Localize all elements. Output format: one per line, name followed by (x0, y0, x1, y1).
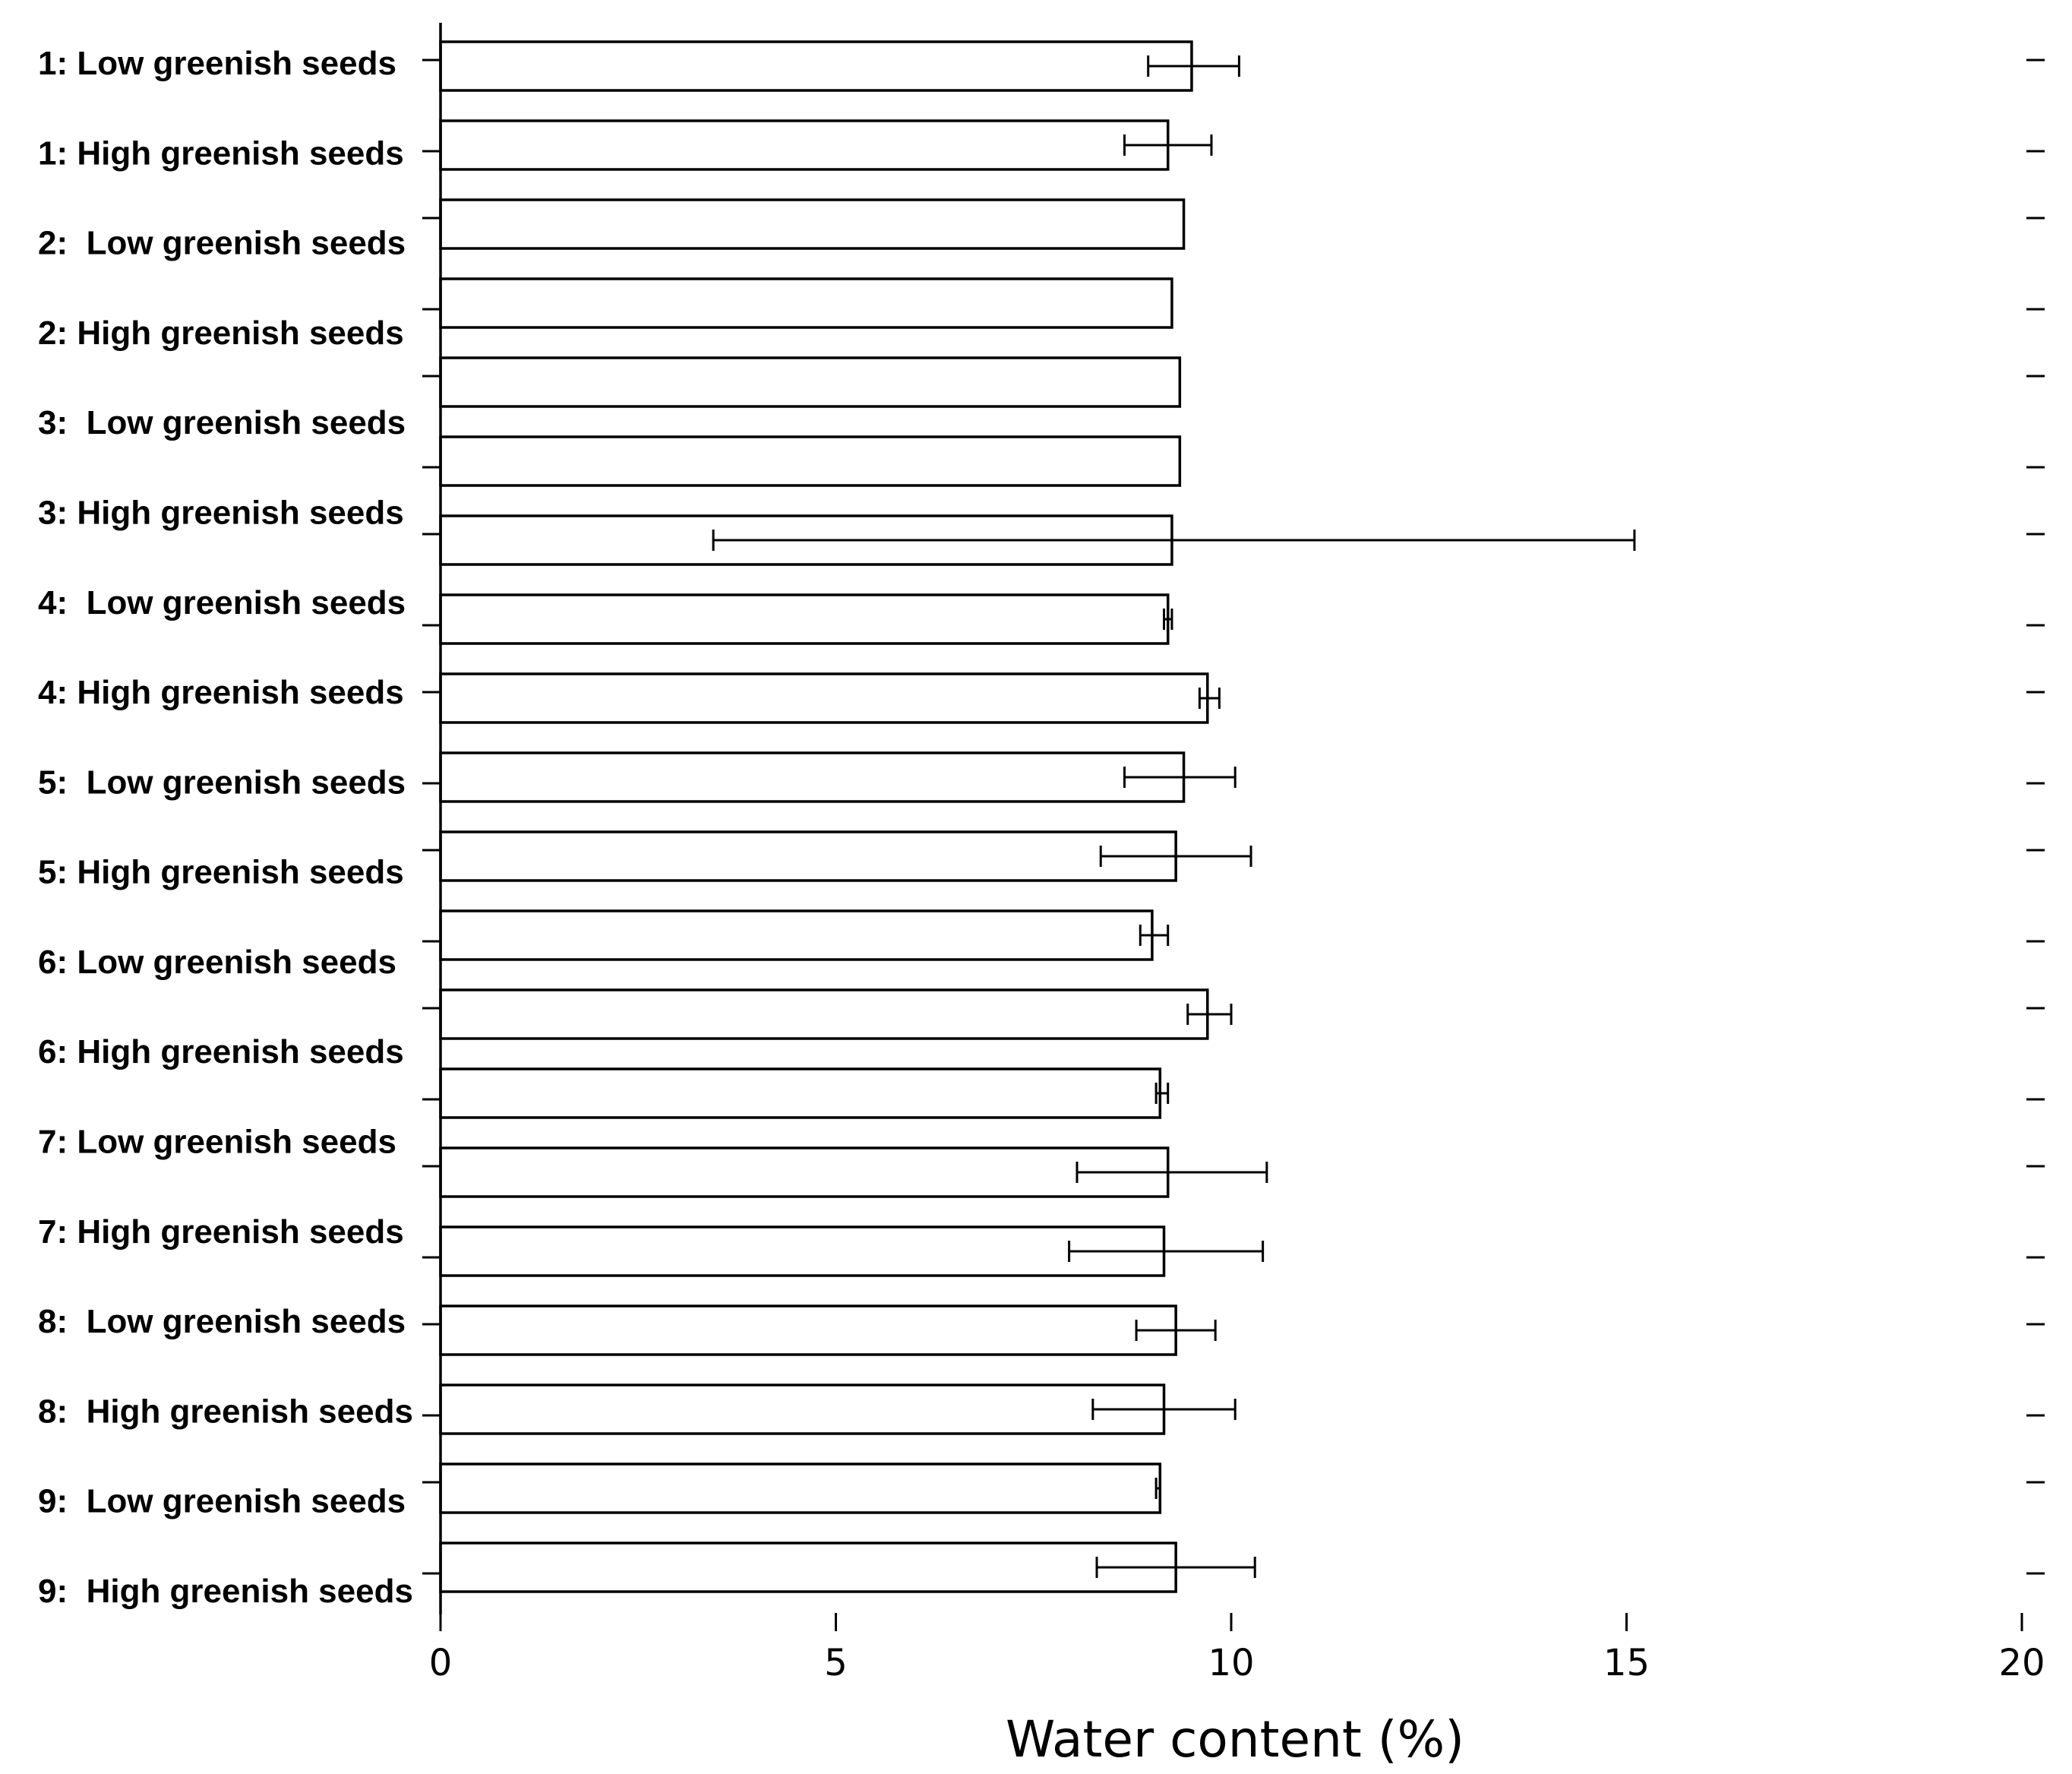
x-tick-label: 0 (429, 1642, 453, 1684)
bar (439, 1463, 1162, 1514)
category-label: 3: High greenish seeds (38, 494, 404, 531)
bar (439, 909, 1154, 961)
bar (439, 751, 1186, 803)
category-label: 5: Low greenish seeds (38, 764, 406, 801)
x-tick-label: 10 (1208, 1642, 1254, 1684)
bar (439, 1146, 1170, 1198)
category-label: 4: High greenish seeds (38, 674, 404, 711)
bar (439, 119, 1170, 171)
bar (439, 1304, 1177, 1356)
bar (439, 1067, 1162, 1119)
category-label: 7: Low greenish seeds (38, 1124, 396, 1161)
category-label: 7: High greenish seeds (38, 1213, 404, 1251)
category-label: 1: High greenish seeds (38, 134, 404, 172)
category-label: 2: High greenish seeds (38, 315, 404, 352)
category-label: 4: Low greenish seeds (38, 584, 406, 621)
category-label: 9: High greenish seeds (38, 1573, 413, 1610)
category-label: 9: Low greenish seeds (38, 1483, 406, 1520)
category-label: 2: Low greenish seeds (38, 225, 406, 262)
x-axis-title: Water content (%) (1006, 1710, 1464, 1769)
category-label: 3: Low greenish seeds (38, 404, 406, 441)
category-label: 8: High greenish seeds (38, 1393, 413, 1430)
bar (439, 593, 1170, 645)
bar (439, 1225, 1166, 1277)
category-label: 8: Low greenish seeds (38, 1303, 406, 1340)
bar (439, 356, 1182, 408)
bar (439, 988, 1209, 1040)
bar (439, 435, 1182, 487)
x-tick-label: 15 (1603, 1642, 1650, 1684)
x-tick-label: 20 (1998, 1642, 2045, 1684)
bar (439, 277, 1173, 329)
category-label: 6: Low greenish seeds (38, 944, 396, 981)
bars-layer (439, 40, 1209, 1593)
bar (439, 40, 1193, 92)
bar (439, 672, 1209, 724)
category-label: 5: High greenish seeds (38, 854, 404, 891)
category-label: 1: Low greenish seeds (38, 45, 396, 82)
category-labels-layer: 1: Low greenish seeds 1: High greenish se… (38, 45, 413, 1610)
bar (439, 1542, 1177, 1593)
bar (439, 198, 1186, 250)
category-label: 6: High greenish seeds (38, 1033, 404, 1070)
axis-ticks-layer: 0 5 10 15 20 (422, 59, 2045, 1684)
error-bars-layer (712, 55, 1636, 1578)
bar (439, 1383, 1166, 1435)
x-tick-label: 5 (824, 1642, 848, 1684)
bar (439, 830, 1177, 882)
